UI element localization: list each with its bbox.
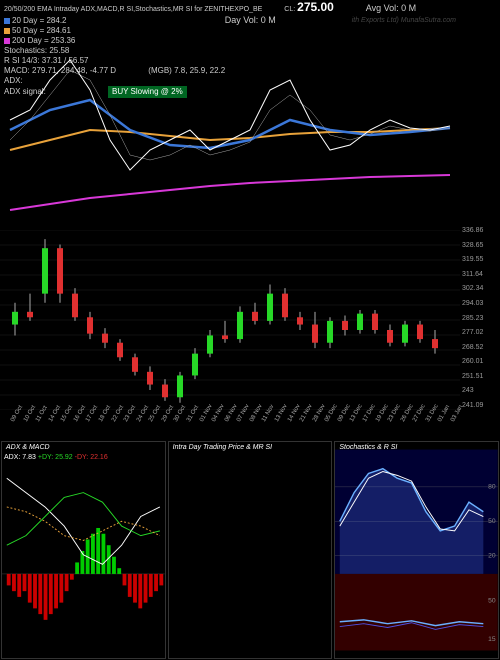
y-axis-right: 336.86328.65319.55311.64302.34294.03285.… [462, 230, 500, 410]
stochastics-panel: Stochastics & R SI 20 50 80 15 50 [334, 441, 499, 659]
bottom-panels: ADX & MACD ADX: 7.83 +DY: 25.92 -DY: 22.… [0, 440, 500, 660]
x-axis-dates: 09 Oct10 Oct11 Oct14 Oct15 Oct16 Oct17 O… [0, 412, 460, 436]
adx-panel-title: ADX & MACD [6, 444, 50, 451]
stoch-panel-title: Stochastics & R SI [339, 444, 397, 451]
main-line-chart [0, 0, 460, 230]
svg-text:20: 20 [488, 553, 496, 560]
chart-container: 20/50/200 EMA Intraday ADX,MACD,R SI,Sto… [0, 0, 500, 660]
svg-text:15: 15 [488, 636, 496, 643]
adx-macd-panel: ADX & MACD ADX: 7.83 +DY: 25.92 -DY: 22.… [1, 441, 166, 659]
svg-text:50: 50 [488, 518, 496, 525]
svg-text:80: 80 [488, 484, 496, 491]
stoch-chart: 20 50 80 15 50 [335, 442, 498, 658]
candlestick-chart [0, 230, 460, 410]
adx-panel-sub: ADX: 7.83 +DY: 25.92 -DY: 22.16 [4, 454, 108, 461]
svg-text:50: 50 [488, 598, 496, 605]
intraday-panel: Intra Day Trading Price & MR SI [168, 441, 333, 659]
adx-chart [2, 442, 165, 658]
intra-panel-title: Intra Day Trading Price & MR SI [173, 444, 272, 451]
